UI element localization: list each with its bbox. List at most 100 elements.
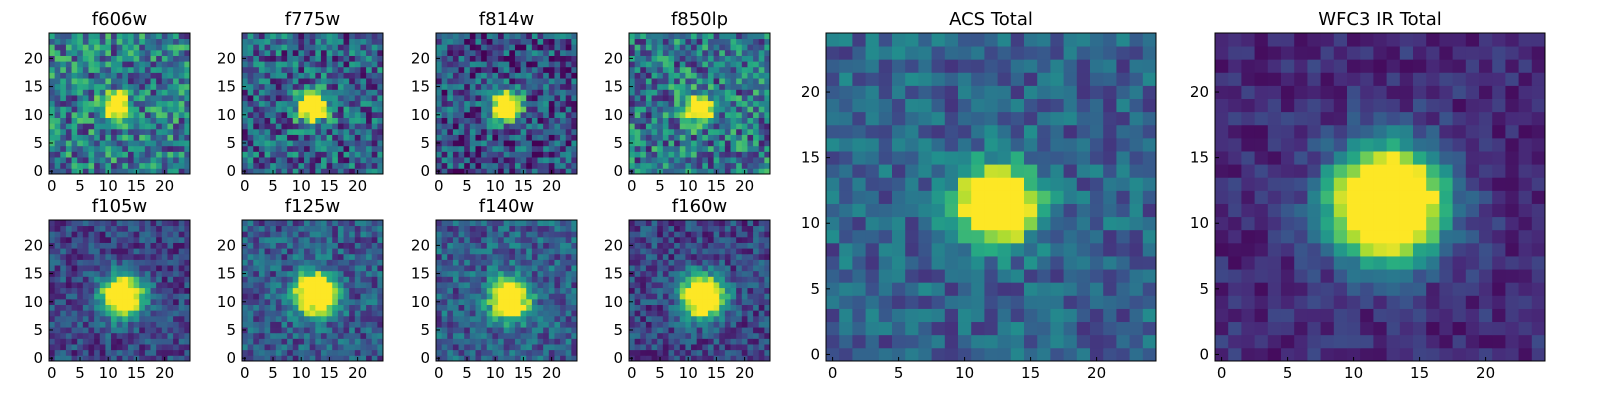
- heatmap-cell: [247, 231, 254, 238]
- heatmap-cell: [253, 220, 260, 227]
- heatmap-cell: [144, 33, 151, 40]
- heatmap-cell: [651, 315, 658, 322]
- heatmap-cell: [184, 44, 191, 51]
- heatmap-cell: [99, 242, 106, 249]
- heatmap-cell: [173, 276, 180, 283]
- heatmap-cell: [634, 106, 641, 113]
- heatmap-cell: [668, 344, 675, 351]
- heatmap-cell: [436, 253, 443, 260]
- heatmap-cell: [719, 355, 726, 362]
- heatmap-cell: [696, 355, 703, 362]
- heatmap-cell: [122, 332, 129, 339]
- heatmap-cell: [65, 134, 72, 141]
- heatmap-cell: [133, 315, 140, 322]
- heatmap-cell: [509, 72, 516, 79]
- heatmap-cell: [736, 89, 743, 96]
- heatmap-cell: [122, 168, 129, 175]
- heatmap-cell: [640, 72, 647, 79]
- heatmap-cell: [713, 61, 720, 68]
- heatmap-cell: [702, 287, 709, 294]
- heatmap-cell: [640, 293, 647, 300]
- heatmap-cell: [469, 89, 476, 96]
- heatmap-cell: [537, 344, 544, 351]
- heatmap-cell: [475, 315, 482, 322]
- heatmap-cell: [99, 315, 106, 322]
- heatmap-cell: [150, 117, 157, 124]
- heatmap-cell: [492, 38, 499, 45]
- heatmap-cell: [60, 111, 67, 118]
- heatmap-cell: [366, 265, 373, 272]
- heatmap-cell: [105, 134, 112, 141]
- heatmap-cell: [492, 145, 499, 152]
- heatmap-cell: [736, 140, 743, 147]
- heatmap-cell: [702, 265, 709, 272]
- heatmap-cell: [343, 282, 350, 289]
- heatmap-cell: [242, 276, 249, 283]
- heatmap-cell: [258, 253, 265, 260]
- heatmap-cell: [54, 321, 61, 328]
- heatmap-cell: [332, 72, 339, 79]
- heatmap-cell: [320, 95, 327, 102]
- heatmap-cell: [509, 315, 516, 322]
- heatmap-cell: [371, 162, 378, 169]
- heatmap-cell: [309, 100, 316, 107]
- heatmap-cell: [88, 95, 95, 102]
- heatmap-cell: [452, 100, 459, 107]
- heatmap-cell: [481, 55, 488, 62]
- heatmap-cells: [629, 220, 771, 362]
- heatmap-cell: [343, 72, 350, 79]
- heatmap-cell: [492, 89, 499, 96]
- heatmap-cell: [247, 253, 254, 260]
- heatmap-cell: [304, 89, 311, 96]
- heatmap-cell: [99, 66, 106, 73]
- heatmap-cell: [116, 332, 123, 339]
- heatmap-cell: [571, 332, 578, 339]
- heatmap-cell: [571, 89, 578, 96]
- heatmap-cell: [88, 55, 95, 62]
- heatmap-cell: [161, 123, 168, 130]
- heatmap-cell: [469, 106, 476, 113]
- heatmap-cell: [337, 117, 344, 124]
- heatmap-cell: [105, 33, 112, 40]
- heatmap-cell: [354, 293, 361, 300]
- heatmap-cell: [452, 55, 459, 62]
- heatmap-cell: [713, 106, 720, 113]
- heatmap-cell: [514, 55, 521, 62]
- heatmap-cell: [526, 304, 533, 311]
- heatmap-cell: [674, 265, 681, 272]
- heatmap-cell: [292, 157, 299, 164]
- heatmap-cell: [548, 242, 555, 249]
- heatmap-cell: [436, 33, 443, 40]
- heatmap-cell: [447, 293, 454, 300]
- heatmap-cell: [548, 298, 555, 305]
- heatmap-cell: [679, 89, 686, 96]
- heatmap-cell: [54, 95, 61, 102]
- heatmap-cell: [309, 327, 316, 334]
- y-tick-label: 20: [24, 49, 43, 67]
- heatmap-cell: [242, 315, 249, 322]
- heatmap-cell: [458, 66, 465, 73]
- heatmap-cell: [554, 66, 561, 73]
- heatmap-cell: [629, 123, 636, 130]
- heatmap-cell: [184, 349, 191, 356]
- heatmap-cell: [287, 33, 294, 40]
- heatmap-cell: [469, 248, 476, 255]
- heatmap-cell: [258, 145, 265, 152]
- heatmap-cell: [531, 157, 538, 164]
- heatmap-cell: [548, 128, 555, 135]
- heatmap-cell: [634, 145, 641, 152]
- heatmap-cell: [337, 55, 344, 62]
- heatmap-cell: [560, 248, 567, 255]
- heatmap-cell: [71, 78, 78, 85]
- heatmap-cell: [753, 355, 760, 362]
- heatmap-cell: [498, 162, 505, 169]
- heatmap-cell: [486, 310, 493, 317]
- heatmap-cell: [724, 100, 731, 107]
- heatmap-cell: [436, 162, 443, 169]
- heatmap-cell: [730, 38, 737, 45]
- heatmap-cell: [264, 72, 271, 79]
- heatmap-cell: [702, 140, 709, 147]
- heatmap-cell: [332, 33, 339, 40]
